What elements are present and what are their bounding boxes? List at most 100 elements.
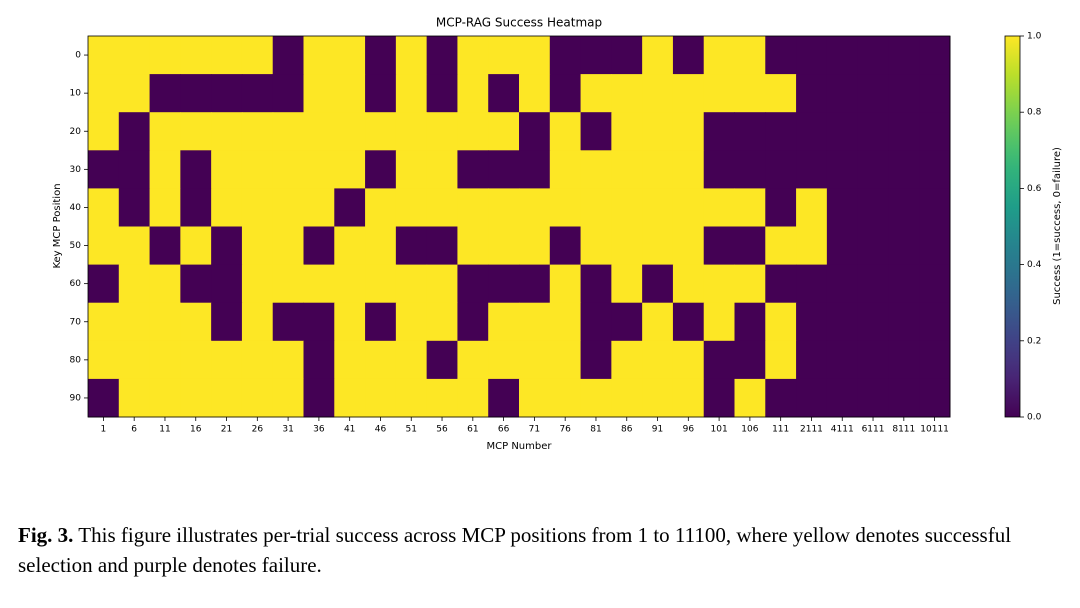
heatmap-cell <box>180 36 212 75</box>
heatmap-cell <box>611 150 643 189</box>
heatmap-cell <box>488 378 520 418</box>
heatmap-cell <box>857 340 889 380</box>
heatmap-cell <box>395 302 428 342</box>
heatmap-cell <box>149 112 181 151</box>
heatmap-cell <box>272 150 304 189</box>
heatmap-cell <box>211 112 243 151</box>
heatmap-cell <box>888 378 920 418</box>
heatmap-cell <box>488 226 520 266</box>
heatmap-cell <box>580 302 612 342</box>
heatmap-cell <box>765 302 797 342</box>
heatmap-cell <box>149 36 181 75</box>
heatmap-cell <box>765 378 797 418</box>
heatmap-cell <box>272 340 304 380</box>
heatmap-cell <box>118 112 151 151</box>
x-tick-label: 36 <box>313 425 325 435</box>
heatmap-cell <box>272 188 304 227</box>
x-tick-label: 81 <box>590 425 601 435</box>
heatmap-cell <box>241 378 274 418</box>
y-tick-label: 50 <box>70 241 82 251</box>
heatmap-cell <box>519 112 551 151</box>
heatmap-cell <box>642 378 674 418</box>
x-tick-label: 86 <box>621 425 633 435</box>
heatmap-cell <box>580 188 612 227</box>
heatmap-cell <box>457 226 489 266</box>
heatmap-cell <box>272 302 304 342</box>
y-tick-label: 90 <box>70 393 82 403</box>
heatmap-cell <box>765 264 797 304</box>
heatmap-cell <box>734 150 766 189</box>
x-tick-label: 8111 <box>892 425 915 435</box>
heatmap-cell <box>919 226 951 266</box>
heatmap-cell <box>796 74 828 113</box>
heatmap-cell <box>149 226 181 266</box>
colorbar-tick-label: 0.0 <box>1027 413 1042 423</box>
y-tick-label: 70 <box>70 317 82 327</box>
heatmap-cell <box>334 112 366 151</box>
y-axis-label: Key MCP Position <box>52 183 63 268</box>
heatmap-cell <box>765 74 797 113</box>
colorbar-tick-label: 0.8 <box>1027 108 1042 118</box>
heatmap-cell <box>180 74 212 113</box>
heatmap-cell <box>149 74 181 113</box>
heatmap-cell <box>703 378 735 418</box>
heatmap-cell <box>611 188 643 227</box>
caption-text: This figure illustrates per-trial succes… <box>18 523 1012 577</box>
heatmap-cell <box>857 378 889 418</box>
heatmap-cell <box>365 302 397 342</box>
heatmap-cell <box>519 226 551 266</box>
heatmap-cell <box>365 264 397 304</box>
heatmap-cell <box>580 74 612 113</box>
heatmap-cell <box>826 340 859 380</box>
heatmap-cell <box>888 264 920 304</box>
heatmap-cell <box>703 112 735 151</box>
heatmap-cell <box>303 36 335 75</box>
heatmap-cell <box>611 302 643 342</box>
x-tick-label: 106 <box>741 425 758 435</box>
heatmap-cell <box>642 188 674 227</box>
heatmap-cell <box>672 74 705 113</box>
heatmap-cell <box>149 188 181 227</box>
x-tick-label: 71 <box>529 425 540 435</box>
heatmap-cell <box>180 226 212 266</box>
heatmap-cell <box>426 378 458 418</box>
heatmap-cell <box>672 226 705 266</box>
heatmap-cell <box>118 150 151 189</box>
heatmap-cell <box>118 378 151 418</box>
heatmap-cell <box>580 340 612 380</box>
y-tick-label: 60 <box>70 279 82 289</box>
x-tick-label: 51 <box>406 425 417 435</box>
heatmap-cell <box>796 302 828 342</box>
heatmap-cell <box>88 74 120 113</box>
heatmap-cell <box>180 188 212 227</box>
heatmap-cell <box>149 150 181 189</box>
heatmap-cell <box>395 188 428 227</box>
y-tick-label: 80 <box>70 355 82 365</box>
heatmap-cell <box>549 36 582 75</box>
heatmap-cell <box>703 264 735 304</box>
heatmap-cell <box>426 150 458 189</box>
y-tick-label: 0 <box>75 51 81 61</box>
heatmap-cell <box>796 36 828 75</box>
heatmap-cell <box>765 112 797 151</box>
heatmap-cell <box>211 36 243 75</box>
heatmap-cell <box>241 226 274 266</box>
heatmap-cell <box>241 302 274 342</box>
heatmap-cell <box>272 36 304 75</box>
heatmap-cell <box>734 36 766 75</box>
heatmap-cell <box>395 378 428 418</box>
heatmap-cell <box>857 264 889 304</box>
heatmap-cell <box>488 36 520 75</box>
heatmap-cell <box>118 188 151 227</box>
heatmap-cell <box>888 74 920 113</box>
heatmap-cell <box>765 226 797 266</box>
heatmap-cell <box>703 226 735 266</box>
x-tick-label: 1 <box>101 425 107 435</box>
heatmap-cell <box>734 264 766 304</box>
heatmap-cell <box>703 36 735 75</box>
heatmap-cell <box>519 264 551 304</box>
heatmap-cell <box>211 340 243 380</box>
heatmap-cell <box>365 150 397 189</box>
heatmap-cell <box>88 188 120 227</box>
heatmap-cell <box>457 302 489 342</box>
